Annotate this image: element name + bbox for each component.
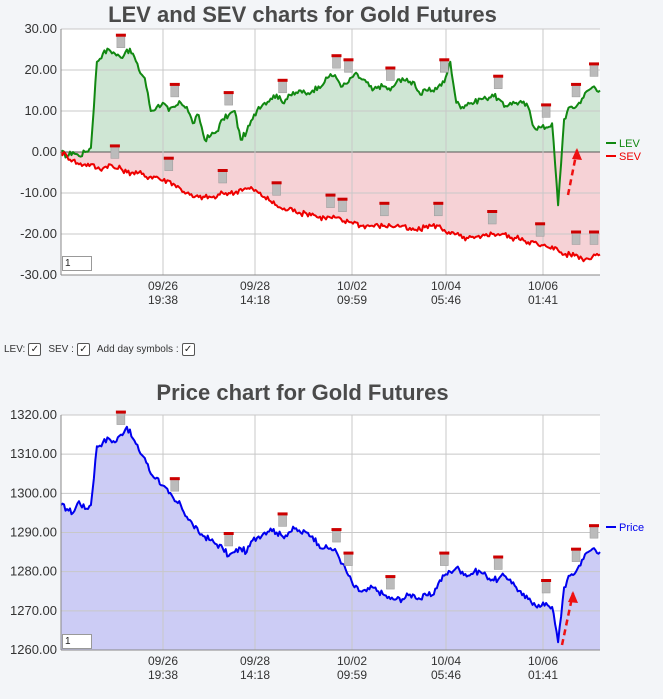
- day-symbols-label: Add day symbols :: [96, 344, 179, 355]
- day-symbol-icon: [169, 477, 180, 492]
- x-tick-date: 10/04: [431, 279, 461, 293]
- day-symbol-icon: [217, 169, 228, 184]
- x-tick-date: 09/26: [148, 654, 178, 668]
- x-tick-time: 14:18: [240, 668, 270, 682]
- day-symbol-icon: [433, 201, 444, 217]
- x-tick-time: 14:18: [240, 293, 270, 307]
- trend-arrow: [566, 149, 579, 196]
- y-tick-label: -30.00: [20, 267, 57, 282]
- x-tick-date: 10/04: [431, 654, 461, 668]
- y-tick-label: 0.00: [32, 144, 57, 159]
- trend-arrow-head: [572, 148, 582, 160]
- trend-arrow-head: [568, 591, 578, 603]
- day-symbol-icon: [337, 197, 348, 212]
- day-symbol-icon: [385, 575, 396, 590]
- day-symbol-icon: [535, 222, 546, 237]
- y-tick-label: 20.00: [24, 62, 57, 77]
- y-tick-label: 1300.00: [10, 485, 57, 500]
- y-tick-label: 1260.00: [10, 642, 57, 657]
- x-tick-time: 09:59: [337, 668, 367, 682]
- day-symbol-icon: [589, 230, 600, 245]
- day-symbol-icon: [115, 33, 126, 48]
- day-symbol-icon: [571, 547, 582, 562]
- y-tick-label: 1290.00: [10, 525, 57, 540]
- day-symbol-icon: [331, 528, 342, 543]
- x-tick-time: 19:38: [148, 668, 178, 682]
- x-tick-date: 10/02: [337, 279, 367, 293]
- lev-toggle-label: LEV:: [4, 344, 26, 355]
- y-tick-label: 1270.00: [10, 603, 57, 618]
- lev-zoom-input[interactable]: 1: [62, 256, 92, 271]
- series-line-sev: [60, 151, 601, 263]
- x-tick-time: 05:46: [431, 293, 461, 307]
- day-symbol-icon: [223, 91, 234, 106]
- x-tick-date: 10/06: [528, 279, 558, 293]
- day-symbol-icon: [571, 230, 582, 245]
- sev-toggle-label: SEV :: [48, 344, 74, 355]
- price-chart-title: Price chart for Gold Futures: [156, 380, 449, 405]
- y-tick-label: 1320.00: [10, 407, 57, 422]
- x-tick-date: 10/06: [528, 654, 558, 668]
- sev-checkbox[interactable]: ✓: [76, 343, 90, 356]
- day-symbol-icon: [541, 103, 552, 118]
- y-tick-label: 1310.00: [10, 446, 57, 461]
- x-tick-date: 10/02: [337, 654, 367, 668]
- lev-sev-chart-svg: 30.00 20.00 10.00 0.00 -10.00 -20.00 -30.00 09/…: [20, 21, 642, 307]
- price-zoom-input[interactable]: 1: [62, 634, 92, 649]
- day-symbol-icon: [589, 524, 600, 539]
- day-symbol-icon: [163, 156, 174, 171]
- day-symbol-icon: [169, 82, 180, 98]
- lev-sev-chart: LEV and SEV charts for Gold Futures 30.0…: [0, 0, 663, 340]
- day-symbol-icon: [343, 551, 354, 566]
- x-tick-time: 19:38: [148, 293, 178, 307]
- legend-label-lev: LEV: [619, 138, 640, 150]
- day-symbol-icon: [487, 210, 498, 225]
- lev-chart-title: LEV and SEV charts for Gold Futures: [108, 2, 497, 27]
- x-tick-time: 01:41: [528, 293, 558, 307]
- series-line-price: [60, 425, 601, 644]
- y-tick-label: -10.00: [20, 185, 57, 200]
- x-tick-date: 09/28: [240, 654, 270, 668]
- y-tick-label: 30.00: [24, 21, 57, 36]
- day-symbol-icon: [493, 555, 504, 570]
- x-tick-time: 09:59: [337, 293, 367, 307]
- x-tick-date: 09/28: [240, 279, 270, 293]
- day-symbol-icon: [223, 532, 234, 547]
- day-symbol-icon: [385, 66, 396, 81]
- series-line-lev: [60, 47, 601, 207]
- day-symbol-icon: [589, 62, 600, 77]
- day-symbols-checkbox[interactable]: ✓: [181, 343, 195, 356]
- x-tick-time: 01:41: [528, 668, 558, 682]
- y-tick-label: 10.00: [24, 103, 57, 118]
- day-symbol-icon: [343, 58, 354, 73]
- chart-controls: LEV: ✓ SEV : ✓ Add day symbols : ✓: [4, 343, 199, 356]
- day-symbol-icon: [325, 193, 336, 208]
- x-tick-date: 09/26: [148, 279, 178, 293]
- day-symbol-icon: [115, 410, 126, 425]
- day-symbol-icon: [331, 54, 342, 69]
- price-chart-svg: 1320.00 1310.00 1300.00 1290.00 1280.00 1270.…: [10, 407, 644, 682]
- series-fill-price: [61, 426, 600, 650]
- legend-label-price: Price: [619, 522, 644, 534]
- day-symbol-icon: [277, 78, 288, 94]
- lev-checkbox[interactable]: ✓: [28, 343, 42, 356]
- legend-label-sev: SEV: [619, 151, 642, 163]
- series-fill-lev: [61, 48, 600, 206]
- day-symbol-icon: [379, 201, 390, 217]
- day-symbol-icon: [277, 512, 288, 527]
- day-symbol-icon: [571, 82, 582, 98]
- price-chart: Price chart for Gold Futures 1320.00 1310…: [0, 378, 663, 699]
- x-tick-time: 05:46: [431, 668, 461, 682]
- day-symbol-icon: [109, 144, 120, 159]
- day-symbol-icon: [493, 74, 504, 89]
- y-tick-label: 1280.00: [10, 564, 57, 579]
- day-symbol-icon: [541, 579, 552, 594]
- day-symbol-icon: [439, 551, 450, 566]
- day-symbol-icon: [439, 58, 450, 73]
- y-tick-label: -20.00: [20, 226, 57, 241]
- day-symbol-icon: [271, 181, 282, 196]
